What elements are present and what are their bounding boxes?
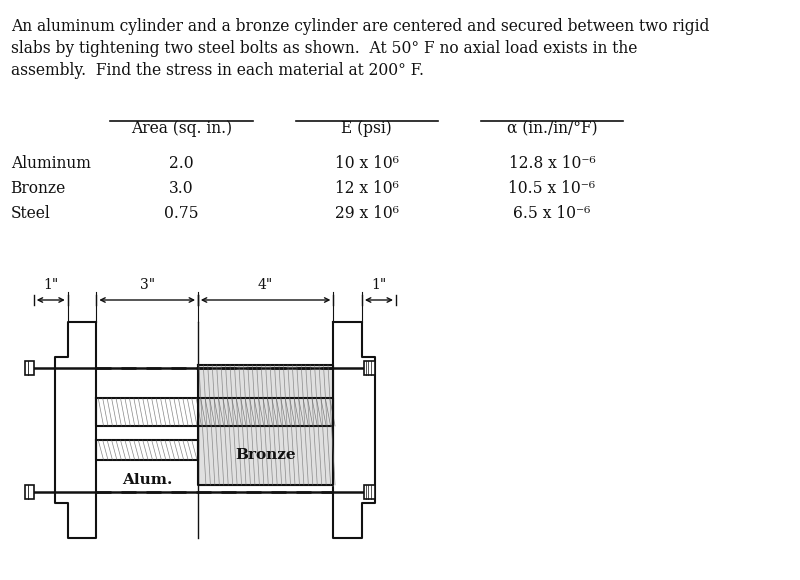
Text: 12 x 10⁶: 12 x 10⁶ bbox=[335, 180, 398, 197]
Text: Bronze: Bronze bbox=[10, 180, 66, 197]
Text: 10 x 10⁶: 10 x 10⁶ bbox=[335, 155, 399, 172]
Bar bbox=[25, 485, 34, 499]
Text: 10.5 x 10⁻⁶: 10.5 x 10⁻⁶ bbox=[509, 180, 596, 197]
Text: 29 x 10⁶: 29 x 10⁶ bbox=[335, 205, 399, 222]
Text: 3.0: 3.0 bbox=[170, 180, 194, 197]
Text: Alum.: Alum. bbox=[122, 473, 172, 487]
Text: An aluminum cylinder and a bronze cylinder are centered and secured between two : An aluminum cylinder and a bronze cylind… bbox=[10, 18, 709, 35]
Polygon shape bbox=[55, 322, 97, 538]
Bar bbox=[25, 361, 34, 375]
Text: 4": 4" bbox=[258, 278, 274, 292]
Text: assembly.  Find the stress in each material at 200° F.: assembly. Find the stress in each materi… bbox=[10, 62, 424, 79]
Bar bbox=[364, 485, 374, 499]
Text: Steel: Steel bbox=[10, 205, 50, 222]
Polygon shape bbox=[198, 365, 334, 485]
Text: Aluminum: Aluminum bbox=[10, 155, 90, 172]
Text: 6.5 x 10⁻⁶: 6.5 x 10⁻⁶ bbox=[514, 205, 590, 222]
Text: Area (sq. in.): Area (sq. in.) bbox=[131, 120, 232, 137]
Polygon shape bbox=[334, 322, 374, 538]
Text: 1": 1" bbox=[371, 278, 386, 292]
Bar bbox=[364, 361, 374, 375]
Text: 0.75: 0.75 bbox=[164, 205, 199, 222]
Text: 3": 3" bbox=[140, 278, 154, 292]
Text: slabs by tightening two steel bolts as shown.  At 50° F no axial load exists in : slabs by tightening two steel bolts as s… bbox=[10, 40, 637, 57]
Text: 12.8 x 10⁻⁶: 12.8 x 10⁻⁶ bbox=[509, 155, 595, 172]
Text: α (in./in/°F): α (in./in/°F) bbox=[506, 120, 598, 137]
Text: Bronze: Bronze bbox=[235, 448, 296, 462]
Text: 1": 1" bbox=[43, 278, 58, 292]
Text: E (psi): E (psi) bbox=[342, 120, 392, 137]
Text: 2.0: 2.0 bbox=[170, 155, 194, 172]
